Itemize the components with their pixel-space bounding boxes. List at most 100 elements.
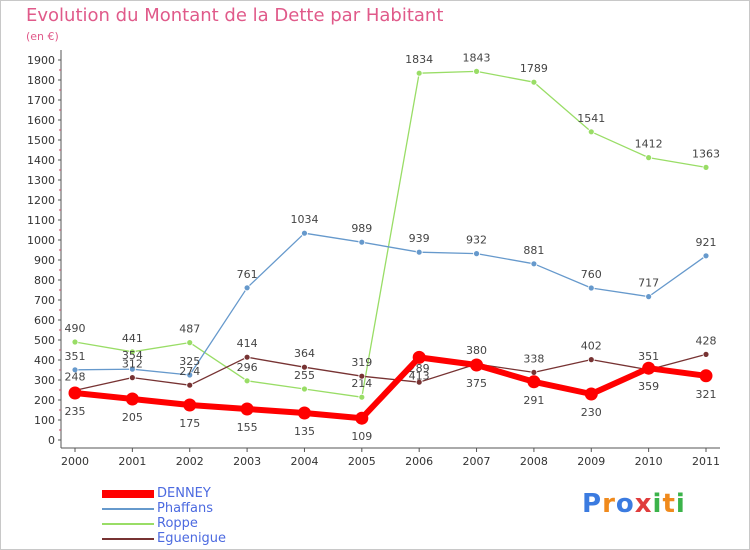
data-point-roppe [702, 163, 710, 171]
y-tick-label: 700 [34, 294, 55, 307]
x-tick-label: 2011 [692, 455, 720, 468]
data-point-denney [355, 411, 369, 425]
data-label-denney: 321 [696, 388, 717, 401]
legend-label: DENNEY [157, 486, 211, 501]
data-label-eguenigue: 248 [65, 370, 86, 383]
legend-item-eguenigue: Eguenigue [102, 531, 226, 546]
legend-item-phaffans: Phaffans [102, 501, 226, 516]
x-tick-label: 2004 [290, 455, 318, 468]
legend-swatch [102, 489, 154, 498]
x-tick-label: 2005 [348, 455, 376, 468]
data-point-eguenigue [702, 350, 710, 358]
data-label-roppe: 1363 [692, 147, 720, 160]
data-label-roppe: 487 [179, 323, 200, 336]
data-label-denney: 205 [122, 411, 143, 424]
data-label-eguenigue: 351 [638, 350, 659, 363]
series-line-phaffans [74, 232, 707, 376]
legend-swatch [102, 507, 154, 510]
y-tick-label: 1700 [27, 94, 55, 107]
legend-swatch [102, 537, 154, 540]
data-label-phaffans: 989 [351, 222, 372, 235]
data-label-denney: 175 [179, 417, 200, 430]
data-point-roppe [530, 78, 538, 86]
data-point-phaffans [186, 371, 194, 379]
data-label-roppe: 490 [65, 322, 86, 335]
data-point-roppe [473, 68, 480, 75]
data-label-phaffans: 325 [179, 355, 200, 368]
y-tick-label: 1400 [27, 154, 55, 167]
data-label-roppe: 1843 [463, 51, 491, 64]
data-label-denney: 109 [351, 430, 372, 443]
legend-item-roppe: Roppe [102, 516, 226, 531]
logo-letter: t [662, 489, 676, 519]
data-label-phaffans: 881 [523, 244, 544, 257]
data-point-phaffans [415, 248, 423, 256]
data-point-denney [527, 375, 541, 389]
data-point-denney [240, 402, 254, 416]
data-point-phaffans [71, 366, 79, 374]
data-point-eguenigue [358, 372, 366, 380]
y-tick-label: 500 [34, 334, 55, 347]
series-line-denney [74, 354, 707, 422]
data-label-phaffans: 939 [409, 232, 430, 245]
data-label-phaffans: 351 [65, 350, 86, 363]
data-point-phaffans [473, 250, 480, 258]
data-point-phaffans [702, 252, 710, 260]
y-tick-label: 1200 [27, 194, 55, 207]
data-label-roppe: 1541 [577, 112, 605, 125]
data-point-denney [183, 398, 197, 412]
data-point-eguenigue [186, 381, 194, 389]
data-point-roppe [415, 69, 423, 77]
data-label-denney: 413 [409, 369, 430, 382]
data-label-roppe: 296 [237, 361, 258, 374]
data-label-eguenigue: 364 [294, 347, 315, 360]
data-point-roppe [71, 338, 79, 346]
chart-subtitle: (en €) [26, 30, 59, 43]
data-point-denney [297, 406, 311, 420]
data-label-roppe: 255 [294, 369, 315, 382]
data-point-phaffans [301, 229, 308, 237]
data-point-roppe [645, 154, 653, 162]
y-tick-label: 200 [34, 394, 55, 407]
data-label-eguenigue: 414 [237, 337, 258, 350]
legend: DENNEY Phaffans Roppe Eguenigue [102, 486, 226, 546]
data-point-denney [584, 387, 598, 401]
data-label-eguenigue: 338 [523, 352, 544, 365]
data-label-roppe: 1834 [405, 53, 433, 66]
x-tick-label: 2009 [577, 455, 605, 468]
data-point-phaffans [645, 293, 653, 301]
data-label-phaffans: 354 [122, 349, 143, 362]
x-tick-label: 2003 [233, 455, 261, 468]
data-label-phaffans: 932 [466, 234, 487, 247]
data-point-eguenigue [128, 374, 136, 382]
legend-item-denney: DENNEY [102, 486, 226, 501]
logo-letter: o [615, 489, 635, 519]
data-label-denney: 375 [466, 377, 487, 390]
data-point-phaffans [358, 238, 366, 246]
legend-swatch [102, 522, 154, 525]
x-tick-label: 2008 [520, 455, 548, 468]
data-point-denney [125, 392, 139, 406]
data-label-denney: 155 [237, 421, 258, 434]
data-label-eguenigue: 380 [466, 344, 487, 357]
data-label-roppe: 1789 [520, 62, 548, 75]
series-line-roppe [74, 70, 707, 398]
logo-letter: x [634, 489, 653, 519]
data-label-eguenigue: 428 [696, 334, 717, 347]
y-tick-label: 800 [34, 274, 55, 287]
data-point-denney [699, 369, 713, 383]
y-tick-label: 600 [34, 314, 55, 327]
data-label-phaffans: 921 [696, 236, 717, 249]
data-label-denney: 291 [523, 394, 544, 407]
data-label-phaffans: 1034 [290, 213, 318, 226]
data-point-eguenigue [415, 378, 423, 386]
data-label-denney: 135 [294, 425, 315, 438]
x-tick-label: 2002 [176, 455, 204, 468]
data-point-phaffans [243, 284, 251, 292]
data-point-phaffans [587, 284, 595, 292]
data-point-denney [68, 386, 82, 400]
x-tick-label: 2007 [463, 455, 491, 468]
data-label-phaffans: 761 [237, 268, 258, 281]
x-tick-label: 2010 [635, 455, 663, 468]
